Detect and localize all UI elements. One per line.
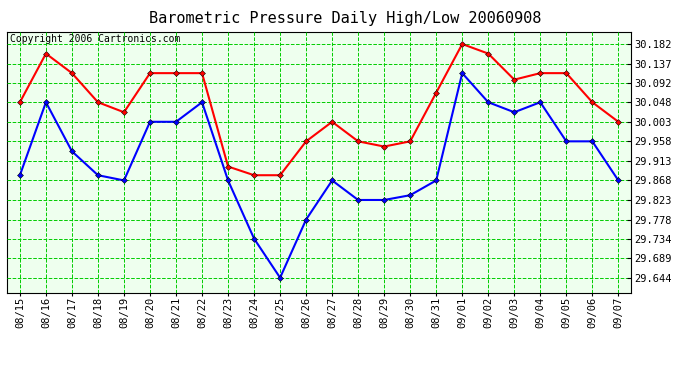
Text: Copyright 2006 Cartronics.com: Copyright 2006 Cartronics.com: [10, 34, 180, 45]
Text: Barometric Pressure Daily High/Low 20060908: Barometric Pressure Daily High/Low 20060…: [149, 11, 541, 26]
